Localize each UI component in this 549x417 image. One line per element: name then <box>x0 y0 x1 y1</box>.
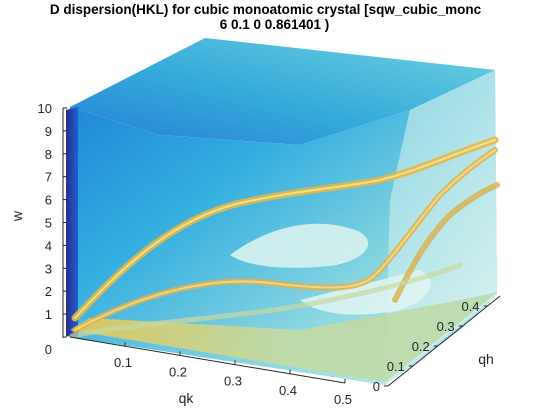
z-tick-0-label: 0 <box>45 342 52 357</box>
z-tick-5-label: 5 <box>45 216 52 231</box>
z-tick-10-label: 10 <box>38 101 52 116</box>
y-axis-line <box>387 295 501 387</box>
z-tick-4-label: 4 <box>45 238 52 253</box>
y-tick-0-label: 0 <box>373 379 380 394</box>
x-tick-1-label: 0.2 <box>169 364 187 379</box>
chart-title: D dispersion(HKL) for cubic monoatomic c… <box>0 2 549 32</box>
volume-left-strip <box>66 107 78 338</box>
interior-pale-region <box>230 223 369 268</box>
y-tick-4-label: 0.4 <box>461 299 479 314</box>
branch-middle-glow <box>74 149 496 331</box>
chart-title-line-1: D dispersion(HKL) for cubic monoatomic c… <box>49 2 482 17</box>
volume-base-face <box>70 292 498 382</box>
volume-top-face <box>70 38 495 145</box>
z-tick-2-label: 2 <box>45 284 52 299</box>
x-axis-label: qk <box>179 390 195 406</box>
y-tick-2-label: 0.2 <box>412 339 430 354</box>
z-tick-1-label: 1 <box>45 307 52 322</box>
branch-acoustic <box>69 262 463 339</box>
z-tick-6-label: 6 <box>45 193 52 208</box>
z-tick-7-label: 7 <box>45 170 52 185</box>
x-tick-0-label: 0.1 <box>114 355 132 370</box>
branch-upper-glow <box>74 139 496 319</box>
dispersion-branches <box>69 136 500 339</box>
branch-lower <box>392 182 500 303</box>
z-tick-3-label: 3 <box>45 261 52 276</box>
z-tick-9-label: 9 <box>45 124 52 139</box>
y-tick-3-label: 0.3 <box>437 319 455 334</box>
x-tick-3-label: 0.4 <box>279 383 297 398</box>
chart-title-line-2: 6 0.1 0 0.861401 ) <box>219 17 330 32</box>
y-tick-1-label: 0.1 <box>387 359 405 374</box>
y-ticks: 0 0.1 0.2 0.3 0.4 <box>373 299 488 394</box>
x-ticks: 0.1 0.2 0.3 0.4 0.5 <box>114 342 352 407</box>
z-tick-8-label: 8 <box>45 147 52 162</box>
y-axis-label: qh <box>478 351 494 367</box>
x-tick-2-label: 0.3 <box>224 374 242 389</box>
z-ticks: 0 1 2 3 4 5 6 7 8 9 10 <box>38 101 67 357</box>
x-tick-4-label: 0.5 <box>334 392 352 407</box>
z-axis-label: w <box>9 210 25 222</box>
x-axis-line <box>69 336 346 384</box>
